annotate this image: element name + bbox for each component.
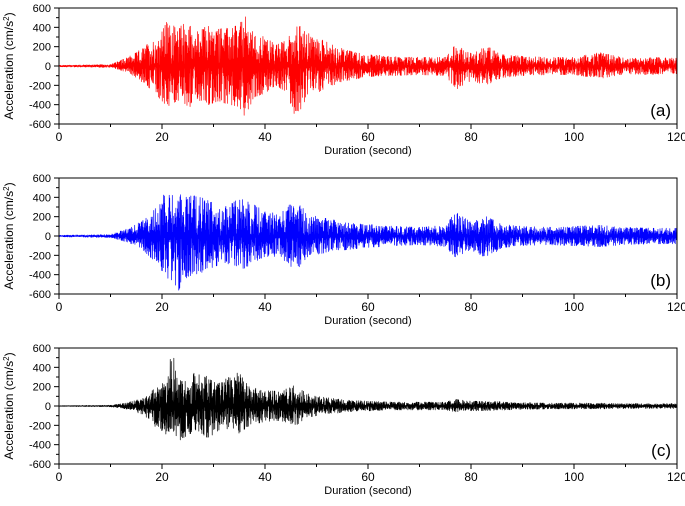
y-tick-label: 200 — [33, 42, 51, 54]
y-tick-label: 0 — [45, 61, 51, 73]
x-tick-label: 40 — [258, 300, 272, 314]
x-tick-label: 80 — [464, 470, 478, 484]
x-tick-label: 80 — [464, 130, 478, 144]
y-tick-label: 600 — [33, 3, 51, 15]
y-tick-label: 0 — [45, 231, 51, 243]
panel-label: (a) — [650, 101, 671, 120]
x-tick-label: 120 — [667, 470, 685, 484]
x-tick-label: 40 — [258, 470, 272, 484]
x-tick-label: 20 — [155, 300, 169, 314]
panel-label: (b) — [650, 271, 671, 290]
acceleration-trace-c — [58, 357, 678, 441]
x-axis-label: Duration (second) — [324, 145, 411, 157]
y-tick-label: 400 — [33, 192, 51, 204]
panel-label: (c) — [651, 441, 671, 460]
x-tick-label: 20 — [155, 130, 169, 144]
x-tick-label: 120 — [667, 130, 685, 144]
x-tick-label: 100 — [564, 300, 584, 314]
y-tick-label: -600 — [29, 289, 51, 301]
x-tick-label: 120 — [667, 300, 685, 314]
chart-panel-c: 0 20 40 60 80 100 120 -600 -400 -200 0 200 400 600 Dur… — [2, 343, 685, 497]
x-tick-label: 20 — [155, 470, 169, 484]
x-tick-label: 80 — [464, 300, 478, 314]
x-axis-label: Duration (second) — [324, 315, 411, 327]
y-tick-label: 600 — [33, 173, 51, 185]
y-tick-label: -400 — [29, 440, 51, 452]
chart-panel-a: 0 20 40 60 80 100 120 -600 -400 -200 0 200 400 600 Dur… — [2, 3, 685, 157]
y-tick-label: 400 — [33, 362, 51, 374]
x-axis-label: Duration (second) — [324, 485, 411, 497]
x-tick-label: 0 — [56, 130, 63, 144]
x-tick-label: 100 — [564, 470, 584, 484]
x-tick-label: 60 — [361, 300, 375, 314]
y-tick-label: 200 — [33, 382, 51, 394]
x-tick-label: 60 — [361, 130, 375, 144]
y-tick-label: 400 — [33, 22, 51, 34]
y-tick-label: -200 — [29, 250, 51, 262]
y-axis-label: Acceleration (cm/s2) — [2, 12, 16, 119]
x-tick-label: 60 — [361, 470, 375, 484]
y-axis-label: Acceleration (cm/s2) — [2, 352, 16, 459]
y-tick-label: -600 — [29, 459, 51, 471]
y-tick-label: -400 — [29, 100, 51, 112]
x-tick-label: 40 — [258, 130, 272, 144]
x-tick-label: 100 — [564, 130, 584, 144]
chart-panel-b: 0 20 40 60 80 100 120 -600 -400 -200 0 200 400 600 Dur… — [2, 173, 685, 327]
y-tick-label: 600 — [33, 343, 51, 355]
y-tick-label: -400 — [29, 270, 51, 282]
y-tick-label: -600 — [29, 119, 51, 131]
x-tick-label: 0 — [56, 300, 63, 314]
x-tick-label: 0 — [56, 470, 63, 484]
y-tick-label: 200 — [33, 212, 51, 224]
y-tick-label: -200 — [29, 420, 51, 432]
acceleration-trace-b — [58, 194, 678, 291]
y-axis-label: Acceleration (cm/s2) — [2, 182, 16, 289]
y-tick-label: -200 — [29, 80, 51, 92]
acceleration-trace-a — [58, 16, 678, 116]
y-tick-label: 0 — [45, 401, 51, 413]
